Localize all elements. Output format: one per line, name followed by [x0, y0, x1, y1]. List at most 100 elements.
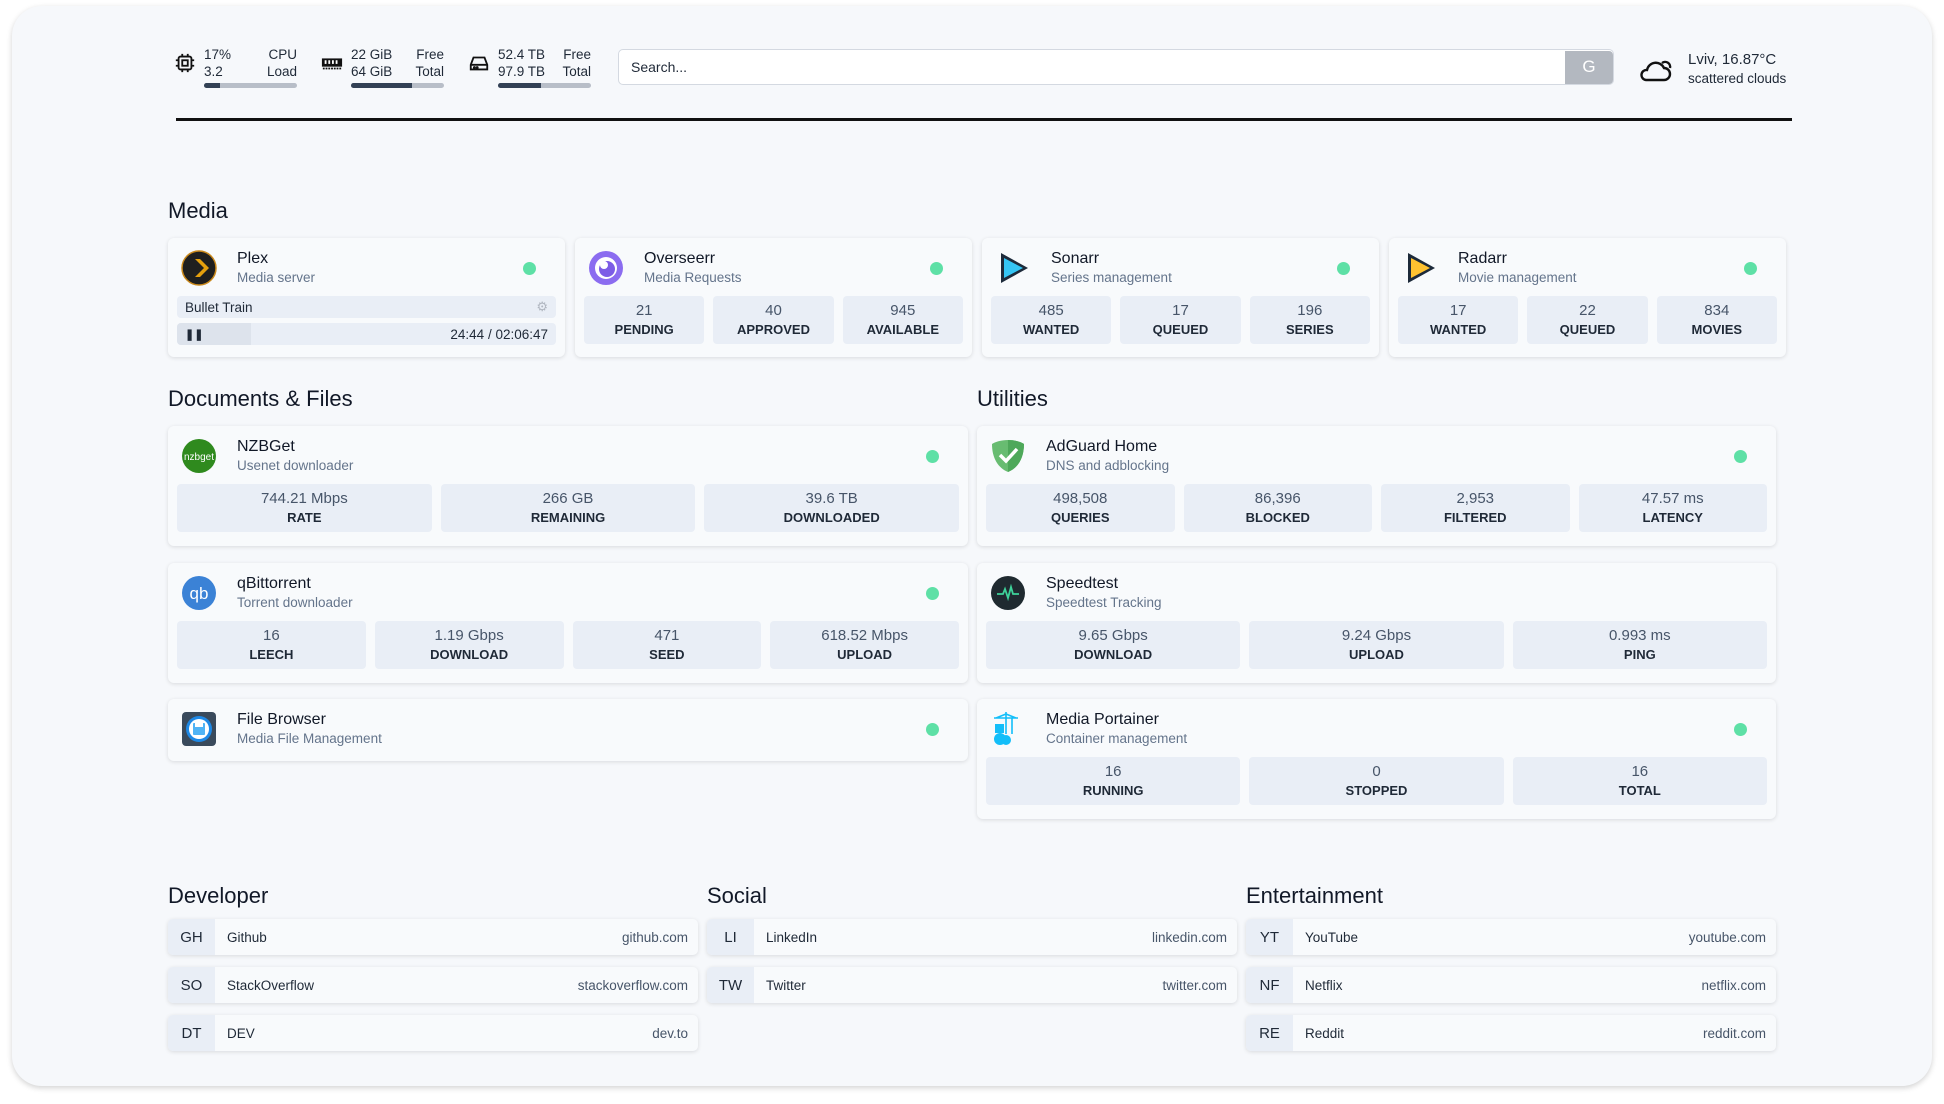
bookmark-linkedin[interactable]: LI LinkedIn linkedin.com: [707, 919, 1237, 955]
bookmark-stackoverflow[interactable]: SO StackOverflow stackoverflow.com: [168, 967, 698, 1003]
stat-value: 17: [1449, 302, 1467, 319]
now-playing-progress[interactable]: ❚❚ 24:44 / 02:06:47: [177, 323, 556, 345]
stat-label: UPLOAD: [837, 647, 893, 662]
svg-text:qb: qb: [190, 584, 209, 603]
bookmark-dev[interactable]: DT DEV dev.to: [168, 1015, 698, 1051]
cpu-usage: 17%: [204, 47, 232, 62]
bookmark-url: reddit.com: [1702, 1025, 1766, 1041]
speedtest-icon: [990, 575, 1026, 611]
ram-free: 22 GiB: [351, 47, 393, 62]
ram-total-label: Total: [415, 64, 444, 79]
bookmark-abbr: DT: [168, 1015, 215, 1051]
section-title-documents: Documents & Files: [168, 386, 353, 411]
memory-icon: [321, 58, 343, 70]
section-title-media: Media: [168, 198, 228, 223]
portainer-icon: [990, 711, 1026, 747]
stat-label: WANTED: [1429, 322, 1487, 337]
stat-running: 16 RUNNING: [986, 757, 1241, 805]
search-box: G: [618, 49, 1614, 85]
bookmark-url: twitter.com: [1162, 977, 1227, 993]
service-card-sonarr[interactable]: Sonarr Series management 485 WANTED 17 QUEU…: [982, 238, 1379, 357]
load-label: Load: [266, 64, 297, 79]
status-dot: [1734, 449, 1747, 463]
stat-wanted: 485 WANTED: [991, 296, 1112, 344]
sonarr-icon: [995, 250, 1031, 286]
settings-icon[interactable]: ⚙: [536, 299, 548, 314]
service-card-nzbget[interactable]: nzbget NZBGet Usenet downloader 744.21 Mb…: [168, 426, 968, 546]
service-desc: Media File Management: [237, 731, 382, 746]
service-card-overseerr[interactable]: Overseerr Media Requests 21 PENDING 40 APPR…: [575, 238, 972, 357]
stat-value: 17: [1172, 302, 1189, 319]
pause-icon[interactable]: ❚❚: [185, 328, 204, 341]
bookmark-url: linkedin.com: [1151, 929, 1227, 945]
stat-latency: 47.57 ms LATENCY: [1578, 484, 1767, 532]
stat-value: 47.57 ms: [1641, 490, 1704, 507]
stat-value: 0.993 ms: [1608, 627, 1671, 644]
weather-widget: Lviv, 16.87°C scattered clouds: [1638, 50, 1786, 88]
now-playing-title: Bullet Train: [185, 299, 253, 315]
status-dot: [926, 722, 939, 736]
service-card-qbittorrent[interactable]: qb qBittorrent Torrent downloader 16 LEECH…: [168, 563, 968, 683]
bookmark-name: LinkedIn: [766, 929, 818, 945]
service-card-file-browser[interactable]: File Browser Media File Management: [168, 699, 968, 761]
bookmark-abbr: TW: [707, 967, 754, 1003]
bookmark-url: stackoverflow.com: [577, 977, 688, 993]
cpu-icon: [175, 53, 195, 73]
stat-value: 86,396: [1254, 490, 1301, 507]
bookmark-abbr: RE: [1246, 1015, 1293, 1051]
file-browser-icon: [181, 711, 217, 747]
bookmark-url: youtube.com: [1688, 929, 1766, 945]
stat-label: DOWNLOAD: [1074, 647, 1153, 662]
cpu-widget: 17% CPU 3.2 Load: [174, 46, 297, 88]
stat-wanted: 17 WANTED: [1398, 296, 1519, 344]
stat-movies: 834 MOVIES: [1656, 296, 1777, 344]
bookmark-group-title-developer: Developer: [168, 883, 269, 908]
service-desc: Torrent downloader: [237, 595, 353, 610]
stat-label: REMAINING: [530, 510, 606, 525]
disk-free: 52.4 TB: [498, 47, 546, 62]
status-dot: [523, 261, 536, 275]
bookmark-name: Github: [227, 929, 267, 945]
service-desc: Container management: [1046, 731, 1188, 746]
service-card-speedtest[interactable]: Speedtest Speedtest Tracking 9.65 Gbps DOW…: [977, 563, 1776, 683]
service-name: Speedtest: [1046, 575, 1119, 592]
stat-value: 16: [1631, 763, 1649, 780]
stat-downloaded: 39.6 TB DOWNLOADED: [704, 484, 960, 532]
service-name: Media Portainer: [1046, 711, 1159, 728]
service-card-portainer[interactable]: Media Portainer Container management 16 RU…: [977, 699, 1776, 819]
stat-value: 16: [1104, 763, 1122, 780]
service-name: Overseerr: [644, 250, 716, 267]
stat-available: 945 AVAILABLE: [842, 296, 963, 344]
search-provider-button[interactable]: G: [1565, 50, 1613, 84]
service-card-radarr[interactable]: Radarr Movie management 17 WANTED 22 QUEUED…: [1389, 238, 1786, 357]
bookmark-twitter[interactable]: TW Twitter twitter.com: [707, 967, 1237, 1003]
stat-label: DOWNLOADED: [783, 510, 880, 525]
service-card-adguard[interactable]: AdGuard Home DNS and adblocking 498,508 QU…: [977, 426, 1776, 546]
service-card-plex[interactable]: Plex Media server Bullet Train ⚙ ❚❚ 24:44 /…: [168, 238, 565, 357]
bookmark-url: github.com: [621, 929, 688, 945]
bookmark-abbr: YT: [1246, 919, 1293, 955]
stat-value: 40: [765, 302, 782, 319]
stat-queued: 17 QUEUED: [1120, 296, 1241, 344]
service-desc: DNS and adblocking: [1046, 458, 1170, 473]
section-title-utilities: Utilities: [977, 386, 1048, 411]
search-input[interactable]: [619, 59, 1565, 75]
stat-label: PENDING: [614, 322, 674, 337]
cpu-label: CPU: [268, 47, 297, 62]
cloud-icon: [1640, 60, 1672, 82]
bookmark-youtube[interactable]: YT YouTube youtube.com: [1246, 919, 1776, 955]
stat-upload: 9.24 Gbps UPLOAD: [1249, 621, 1504, 669]
stat-label: SERIES: [1285, 322, 1334, 337]
bookmark-name: YouTube: [1305, 929, 1359, 945]
status-dot: [930, 261, 943, 275]
bookmark-reddit[interactable]: RE Reddit reddit.com: [1246, 1015, 1776, 1051]
service-desc: Movie management: [1458, 270, 1577, 285]
stat-label: STOPPED: [1345, 783, 1408, 798]
status-dot: [1744, 261, 1757, 275]
stat-label: MOVIES: [1691, 322, 1743, 337]
bookmark-netflix[interactable]: NF Netflix netflix.com: [1246, 967, 1776, 1003]
bookmark-group-title-social: Social: [707, 883, 767, 908]
ram-free-label: Free: [416, 47, 444, 62]
now-playing-title-row: Bullet Train ⚙: [177, 296, 556, 318]
bookmark-github[interactable]: GH Github github.com: [168, 919, 698, 955]
